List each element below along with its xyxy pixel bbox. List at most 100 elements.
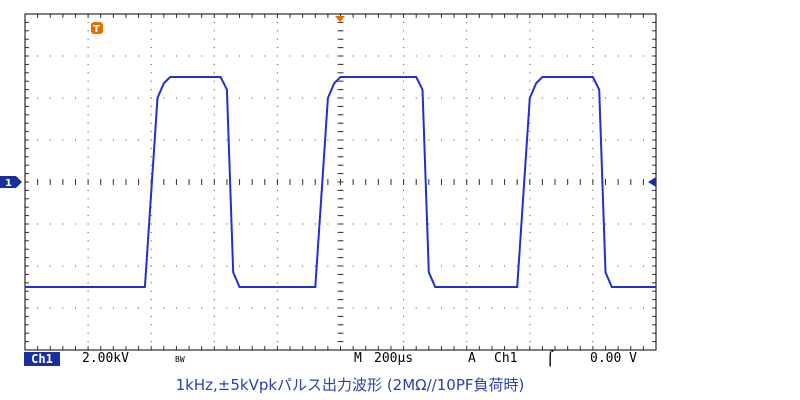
- graticule-dot: [466, 248, 468, 250]
- graticule-dot: [403, 114, 405, 116]
- graticule-dot: [403, 332, 405, 334]
- graticule-dot: [150, 282, 152, 284]
- graticule-dot: [579, 55, 581, 57]
- graticule-dot: [163, 223, 165, 225]
- graticule-dot: [630, 307, 632, 309]
- graticule-dot: [302, 307, 304, 309]
- graticule-dot: [213, 114, 215, 116]
- graticule-dot: [37, 307, 39, 309]
- graticule-dot: [642, 223, 644, 225]
- graticule-dot: [213, 265, 215, 267]
- graticule-dot: [529, 257, 531, 259]
- graticule-dot: [428, 55, 430, 57]
- graticule-dot: [276, 89, 278, 91]
- graticule-dot: [175, 139, 177, 141]
- time-per-div: 200µs: [374, 351, 414, 366]
- graticule-dot: [529, 139, 531, 141]
- graticule-dot: [276, 206, 278, 208]
- graticule-dot: [403, 30, 405, 32]
- graticule-dot: [276, 341, 278, 343]
- graticule-dot: [403, 63, 405, 65]
- graticule-dot: [87, 47, 89, 49]
- graticule-dot: [62, 97, 64, 99]
- graticule-dot: [213, 307, 215, 309]
- graticule-dot: [276, 122, 278, 124]
- graticule-dot: [37, 139, 39, 141]
- graticule-dot: [592, 282, 594, 284]
- graticule-dot: [491, 55, 493, 57]
- graticule-dot: [150, 173, 152, 175]
- graticule-dot: [150, 105, 152, 107]
- graticule-dot: [138, 139, 140, 141]
- graticule-dot: [529, 265, 531, 267]
- graticule-dot: [403, 80, 405, 82]
- graticule-dot: [289, 265, 291, 267]
- graticule-dot: [276, 55, 278, 57]
- graticule-dot: [466, 131, 468, 133]
- graticule-dot: [403, 72, 405, 74]
- graticule-dot: [403, 122, 405, 124]
- graticule-dot: [403, 257, 405, 259]
- graticule-dot: [276, 257, 278, 259]
- graticule-dot: [87, 257, 89, 259]
- graticule-dot: [87, 30, 89, 32]
- graticule-dot: [617, 307, 619, 309]
- graticule-dot: [592, 147, 594, 149]
- graticule-dot: [403, 89, 405, 91]
- graticule-dot: [175, 97, 177, 99]
- graticule-dot: [276, 231, 278, 233]
- graticule-dot: [491, 139, 493, 141]
- graticule-dot: [163, 55, 165, 57]
- graticule-dot: [403, 223, 405, 225]
- graticule-dot: [403, 206, 405, 208]
- graticule-dot: [138, 265, 140, 267]
- graticule-dot: [453, 97, 455, 99]
- graticule-dot: [630, 223, 632, 225]
- graticule-dot: [276, 324, 278, 326]
- graticule-dot: [529, 198, 531, 200]
- graticule-dot: [365, 55, 367, 57]
- graticule-dot: [529, 122, 531, 124]
- graticule-dot: [516, 139, 518, 141]
- graticule-dot: [276, 131, 278, 133]
- graticule-dot: [150, 80, 152, 82]
- graticule-dot: [466, 231, 468, 233]
- graticule-dot: [478, 55, 480, 57]
- graticule-dot: [62, 223, 64, 225]
- graticule-dot: [213, 248, 215, 250]
- graticule-dot: [226, 307, 228, 309]
- graticule-dot: [352, 55, 354, 57]
- graticule-dot: [491, 97, 493, 99]
- graticule-dot: [213, 341, 215, 343]
- graticule-dot: [567, 307, 569, 309]
- graticule-dot: [466, 173, 468, 175]
- graticule-dot: [150, 139, 152, 141]
- graticule-dot: [100, 97, 102, 99]
- graticule-dot: [529, 248, 531, 250]
- graticule-dot: [377, 223, 379, 225]
- graticule-dot: [579, 265, 581, 267]
- graticule-dot: [466, 257, 468, 259]
- rising-edge-icon: ⌠: [546, 351, 555, 367]
- graticule-dot: [239, 97, 241, 99]
- time-label: M: [354, 351, 362, 366]
- graticule-dot: [529, 38, 531, 40]
- graticule-dot: [226, 139, 228, 141]
- graticule-dot: [264, 55, 266, 57]
- graticule-dot: [529, 189, 531, 191]
- graticule-dot: [516, 265, 518, 267]
- graticule-dot: [188, 55, 190, 57]
- graticule-dot: [415, 223, 417, 225]
- graticule-dot: [251, 265, 253, 267]
- graticule-dot: [415, 307, 417, 309]
- graticule-dot: [150, 223, 152, 225]
- graticule-dot: [466, 80, 468, 82]
- graticule-dot: [150, 38, 152, 40]
- graticule-dot: [415, 97, 417, 99]
- graticule-dot: [453, 265, 455, 267]
- graticule-dot: [302, 223, 304, 225]
- graticule-dot: [87, 114, 89, 116]
- graticule-dot: [276, 164, 278, 166]
- graticule-dot: [617, 55, 619, 57]
- graticule-dot: [37, 265, 39, 267]
